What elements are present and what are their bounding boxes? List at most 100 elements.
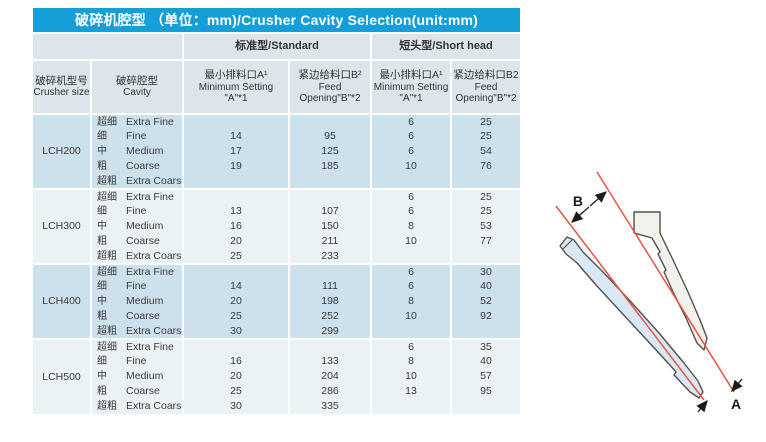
cavity-cell: 细 Fine <box>91 204 184 219</box>
col-header-cavity-zh: 破碎腔型 <box>116 75 158 88</box>
value-cell-std-b: 107 <box>289 204 373 219</box>
table-row: LCH300 超细 Extra Fine 6 25 <box>33 188 521 264</box>
value-cell-sh-a: 8 <box>371 219 453 234</box>
table-row: 细 Fine 14 111 6 40 <box>33 279 521 294</box>
table-body: LCH200 超细 Extra Fine 6 25 细 Fine 14 95 6 25 中 Medium… <box>33 113 521 414</box>
cavity-cell: 超细 Extra Fine <box>91 338 184 354</box>
crusher-model-cell: LCH400 <box>33 263 92 339</box>
value-cell-std-a: 14 <box>183 279 290 294</box>
short-head-group-header: 短头型/Short head <box>371 34 521 61</box>
value-cell-std-a: 20 <box>183 369 290 384</box>
cavity-label-en: Fine <box>126 355 147 368</box>
cavity-label-zh: 粗 <box>97 386 107 398</box>
value-cell-std-a: 20 <box>183 234 290 249</box>
value-cell-std-a <box>183 174 290 189</box>
value-cell-sh-b <box>451 174 521 189</box>
col-header-std-feed-opening-en2: Opening"B"*2 <box>299 93 361 105</box>
value-cell-sh-b <box>451 324 521 339</box>
value-cell-sh-b: 54 <box>451 144 521 159</box>
value-cell-std-a: 20 <box>183 294 290 309</box>
value-cell-sh-a: 6 <box>371 144 453 159</box>
cavity-label-en: Extra Fine <box>126 265 174 278</box>
value-cell-std-a <box>183 188 290 204</box>
table-row: 中 Medium 20 204 10 57 <box>33 369 521 384</box>
cavity-label-zh: 中 <box>97 146 107 158</box>
col-header-std-min-setting-en1: Minimum Setting <box>198 81 274 93</box>
value-cell-sh-b: 57 <box>451 369 521 384</box>
col-header-std-min-setting: 最小排料口A¹ Minimum Setting "A"*1 <box>183 60 290 115</box>
cavity-label-zh: 超细 <box>97 116 117 128</box>
crusher-model-cell: LCH300 <box>33 188 92 264</box>
cavity-label-en: Extra Fine <box>126 340 174 353</box>
value-cell-std-a: 25 <box>183 384 290 399</box>
cavity-label-en: Coarse <box>126 235 160 248</box>
value-cell-sh-a: 8 <box>371 354 453 369</box>
table-row: 细 Fine 16 133 8 40 <box>33 354 521 369</box>
corner-cell <box>33 34 184 61</box>
value-cell-sh-b: 40 <box>451 279 521 294</box>
value-cell-std-b: 111 <box>289 279 373 294</box>
value-cell-std-b <box>289 188 373 204</box>
cavity-label-zh: 超细 <box>97 191 117 203</box>
value-cell-std-b: 133 <box>289 354 373 369</box>
col-header-crusher-size-zh: 破碎机型号 <box>35 75 88 88</box>
cavity-label-en: Coarse <box>126 385 160 398</box>
table-row: 超粗 Extra Coarse <box>33 174 521 189</box>
col-header-crusher-size-en: Crusher size <box>33 87 90 99</box>
cavity-label-zh: 超粗 <box>97 325 117 337</box>
table-row: 中 Medium 20 198 8 52 <box>33 294 521 309</box>
crusher-model-cell: LCH500 <box>33 338 92 414</box>
cavity-cell: 超粗 Extra Coarse <box>91 174 184 189</box>
col-header-sh-feed-opening-en1: Feed <box>474 81 498 93</box>
cavity-cell: 粗 Coarse <box>91 309 184 324</box>
cavity-label-zh: 细 <box>97 281 107 293</box>
cavity-cell: 超细 Extra Fine <box>91 263 184 279</box>
cavity-label-zh: 中 <box>97 221 107 233</box>
cavity-label-en: Extra Coarse <box>126 174 183 187</box>
col-header-std-min-setting-en2: "A"*1 <box>224 93 248 105</box>
standard-group-header: 标准型/Standard <box>183 34 373 61</box>
crusher-model-cell: LCH200 <box>33 113 92 189</box>
table-row: 超粗 Extra Coarse 25 233 <box>33 249 521 264</box>
cavity-label-en: Extra Fine <box>126 190 174 203</box>
value-cell-sh-b: 52 <box>451 294 521 309</box>
cavity-diagram: B A <box>555 171 743 413</box>
cavity-label-zh: 细 <box>97 356 107 368</box>
value-cell-std-b: 150 <box>289 219 373 234</box>
table-row: 粗 Coarse 20 211 10 77 <box>33 234 521 249</box>
cavity-label-en: Coarse <box>126 160 160 173</box>
value-cell-std-a: 14 <box>183 129 290 144</box>
cavity-cell: 中 Medium <box>91 294 184 309</box>
cavity-cell: 细 Fine <box>91 279 184 294</box>
label-a: A <box>731 396 741 412</box>
value-cell-sh-a: 6 <box>371 188 453 204</box>
value-cell-sh-b <box>451 249 521 264</box>
value-cell-sh-a: 6 <box>371 204 453 219</box>
col-header-std-feed-opening: 紧边给料口B² Feed Opening"B"*2 <box>289 60 373 115</box>
value-cell-std-a: 30 <box>183 399 290 414</box>
value-cell-sh-b: 77 <box>451 234 521 249</box>
mantle-tip-line <box>562 239 573 250</box>
cavity-label-en: Medium <box>126 370 164 383</box>
cavity-cell: 超粗 Extra Coarse <box>91 324 184 339</box>
col-header-sh-min-setting-en2: "A"*1 <box>399 93 423 105</box>
value-cell-sh-a: 6 <box>371 338 453 354</box>
value-cell-sh-b: 25 <box>451 204 521 219</box>
col-header-sh-feed-opening-zh: 紧边给料口B2 <box>453 69 519 82</box>
value-cell-sh-a <box>371 174 453 189</box>
cavity-cell: 超粗 Extra Coarse <box>91 399 184 414</box>
cavity-cell: 粗 Coarse <box>91 234 184 249</box>
value-cell-std-b: 125 <box>289 144 373 159</box>
value-cell-std-b: 95 <box>289 129 373 144</box>
value-cell-std-b: 252 <box>289 309 373 324</box>
col-header-crusher-size: 破碎机型号 Crusher size <box>33 60 92 115</box>
value-cell-sh-b: 95 <box>451 384 521 399</box>
value-cell-sh-a: 6 <box>371 129 453 144</box>
value-cell-sh-a <box>371 399 453 414</box>
col-header-std-min-setting-zh: 最小排料口A¹ <box>204 69 268 82</box>
column-header-row: 破碎机型号 Crusher size 破碎腔型 Cavity 最小排料口A¹ M… <box>33 60 521 115</box>
value-cell-std-b: 233 <box>289 249 373 264</box>
table-row: 粗 Coarse 25 286 13 95 <box>33 384 521 399</box>
col-header-std-feed-opening-en1: Feed <box>318 81 342 93</box>
